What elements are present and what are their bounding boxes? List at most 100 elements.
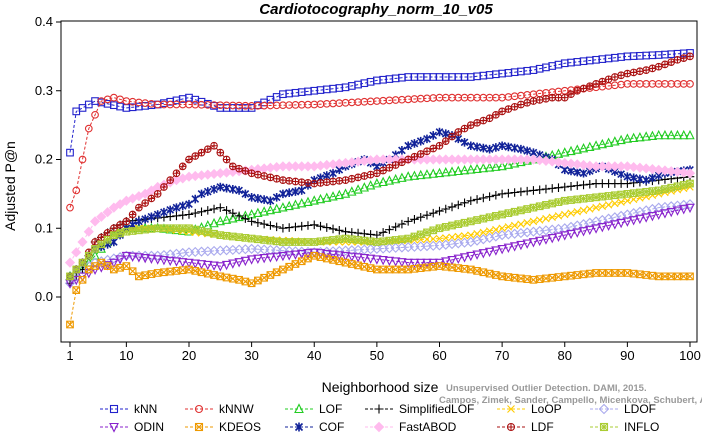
data-point xyxy=(134,253,144,263)
data-point xyxy=(679,205,689,215)
data-point-detail xyxy=(166,267,174,276)
data-point-detail xyxy=(529,276,538,284)
data-point xyxy=(259,219,269,229)
data-point-detail xyxy=(154,190,161,198)
data-point xyxy=(135,217,143,226)
data-point xyxy=(297,186,306,195)
data-point-detail xyxy=(285,177,293,185)
data-point xyxy=(228,208,238,218)
data-point-detail xyxy=(479,214,488,223)
data-point-detail xyxy=(442,263,450,271)
data-point xyxy=(560,147,570,157)
data-point-detail xyxy=(391,236,400,244)
data-point xyxy=(473,230,481,238)
data-point xyxy=(484,232,495,243)
data-point xyxy=(228,184,237,194)
data-point-detail xyxy=(605,75,612,83)
data-point-detail xyxy=(135,204,143,211)
data-point xyxy=(503,159,514,169)
data-point xyxy=(509,242,520,252)
data-point xyxy=(422,169,432,179)
data-point-detail xyxy=(285,238,293,246)
legend-label: ODIN xyxy=(134,420,164,434)
data-point xyxy=(528,238,539,248)
data-point-detail xyxy=(310,238,318,246)
data-point xyxy=(535,185,544,195)
data-point-detail xyxy=(235,276,243,284)
data-point-detail xyxy=(110,224,118,232)
data-point xyxy=(590,216,602,227)
data-point-detail xyxy=(72,265,80,274)
data-point xyxy=(628,161,639,173)
data-point xyxy=(448,233,456,241)
data-point xyxy=(653,210,664,221)
series-layer xyxy=(64,49,696,329)
data-point xyxy=(84,124,93,133)
data-point-detail xyxy=(592,80,600,88)
data-point xyxy=(403,258,413,269)
data-point-detail xyxy=(580,85,587,92)
data-point xyxy=(585,225,595,236)
data-point-detail xyxy=(517,206,525,215)
data-point-detail xyxy=(204,269,212,278)
legend-item: KDEOS xyxy=(185,420,261,434)
data-point xyxy=(178,258,188,268)
data-point-detail xyxy=(492,212,500,220)
data-point xyxy=(498,141,506,151)
data-point-detail xyxy=(661,185,669,193)
data-point-detail xyxy=(579,194,588,203)
y-tick-label: 0.3 xyxy=(35,83,53,98)
data-point-detail xyxy=(217,149,224,156)
data-point xyxy=(290,250,301,260)
data-point xyxy=(523,146,532,156)
legend-label: LDOF xyxy=(624,402,656,416)
data-point-detail xyxy=(411,153,418,161)
y-axis-label: Adjusted P@n xyxy=(2,141,18,231)
data-point-detail xyxy=(72,286,80,294)
data-point xyxy=(516,187,526,197)
data-point xyxy=(472,195,482,204)
data-point xyxy=(410,215,419,224)
data-point xyxy=(517,144,525,154)
data-point xyxy=(435,206,444,216)
data-point-detail xyxy=(210,142,218,150)
legend-item: LoOP xyxy=(497,402,562,416)
data-point-detail xyxy=(542,201,550,209)
data-point xyxy=(473,142,481,152)
data-point xyxy=(585,141,595,151)
data-point xyxy=(528,154,539,165)
data-point-detail xyxy=(116,229,124,238)
data-point-detail xyxy=(160,268,168,276)
data-point xyxy=(185,199,193,209)
data-point xyxy=(559,223,570,234)
data-point xyxy=(623,197,632,205)
data-point xyxy=(472,250,482,260)
x-tick-label: 70 xyxy=(495,348,509,363)
data-point-detail xyxy=(598,269,607,277)
data-point-detail xyxy=(548,94,556,101)
data-point xyxy=(416,169,426,180)
data-point xyxy=(497,245,507,255)
data-point-detail xyxy=(654,186,663,195)
data-point-detail xyxy=(310,252,318,260)
data-point-detail xyxy=(179,224,187,232)
data-point-detail xyxy=(298,257,306,265)
data-point xyxy=(666,207,676,218)
data-point-detail xyxy=(291,238,300,246)
data-point-detail xyxy=(222,273,231,282)
data-point xyxy=(391,222,400,232)
data-point-detail xyxy=(173,169,180,177)
data-point xyxy=(447,202,457,212)
data-point-detail xyxy=(91,238,99,246)
data-point xyxy=(141,214,150,224)
data-point-detail xyxy=(129,211,136,218)
data-point xyxy=(334,251,344,261)
data-point xyxy=(647,130,658,140)
data-point xyxy=(516,240,526,251)
data-point-detail xyxy=(85,265,93,274)
data-point xyxy=(603,137,614,147)
data-point xyxy=(309,195,319,205)
data-point xyxy=(634,206,645,217)
data-point xyxy=(566,229,576,240)
data-point xyxy=(215,215,225,226)
